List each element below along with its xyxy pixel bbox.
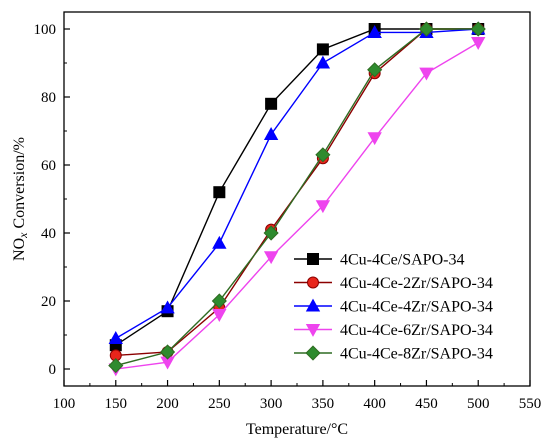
y-tick-label: 60 (41, 158, 56, 174)
data-point (263, 251, 279, 265)
legend-item: 4Cu-4Ce-4Zr/SAPO-34 (294, 299, 493, 316)
legend-label: 4Cu-4Ce-2Zr/SAPO-34 (340, 275, 493, 292)
legend-marker (307, 253, 319, 265)
x-tick-label: 500 (467, 396, 490, 412)
x-tick-label: 100 (53, 396, 76, 412)
x-axis-title: Temperature/°C (246, 421, 348, 438)
y-axis: 0 20 40 60 80 100 (34, 22, 70, 378)
x-tick-label: 300 (260, 396, 283, 412)
y-axis-title-part: NO (11, 238, 28, 261)
data-point (108, 358, 124, 374)
data-point (367, 25, 382, 38)
y-tick-label: 0 (49, 362, 57, 378)
legend-marker (305, 298, 321, 312)
data-point (419, 67, 434, 81)
data-point (418, 21, 435, 37)
y-tick-label: 80 (41, 90, 56, 106)
x-tick-label: 200 (156, 396, 179, 412)
legend-item: 4Cu-4Ce-8Zr/SAPO-34 (294, 345, 493, 363)
series-line (115, 41, 479, 370)
data-point (160, 300, 175, 314)
data-point (265, 97, 278, 110)
y-tick-label: 40 (41, 226, 56, 242)
data-point (159, 344, 176, 360)
data-point (211, 293, 227, 309)
legend-marker (307, 276, 319, 289)
data-point (108, 331, 123, 344)
data-point (315, 55, 331, 69)
data-point (213, 186, 226, 199)
legend-item: 4Cu-4Ce-2Zr/SAPO-34 (294, 275, 493, 292)
series-line (115, 28, 479, 367)
series-5 (108, 21, 486, 374)
data-point (212, 235, 227, 249)
data-point (316, 43, 329, 56)
series-layer (108, 21, 486, 377)
data-point (263, 127, 279, 140)
x-tick-label: 250 (208, 396, 231, 412)
y-tick-label: 20 (41, 294, 56, 310)
legend-label: 4Cu-4Ce-8Zr/SAPO-34 (340, 346, 493, 363)
data-point (315, 200, 331, 214)
data-point (367, 62, 383, 78)
x-tick-label: 450 (415, 396, 438, 412)
legend-label: 4Cu-4Ce/SAPO-34 (340, 252, 464, 269)
series-line (115, 28, 479, 340)
data-point (315, 147, 331, 163)
y-axis-title-subscript: x (16, 232, 30, 239)
x-tick-label: 550 (519, 396, 542, 412)
legend-label: 4Cu-4Ce-4Zr/SAPO-34 (340, 299, 493, 316)
legend-marker (305, 323, 321, 337)
legend-item: 4Cu-4Ce-6Zr/SAPO-34 (294, 322, 493, 339)
data-point (212, 309, 227, 322)
data-point (471, 37, 486, 50)
x-tick-label: 150 (105, 396, 128, 412)
legend: 4Cu-4Ce/SAPO-34 4Cu-4Ce-2Zr/SAPO-34 4Cu-4C… (294, 252, 493, 363)
data-point (470, 21, 486, 37)
series-line (115, 28, 479, 346)
legend-label: 4Cu-4Ce-6Zr/SAPO-34 (340, 322, 493, 339)
legend-marker (305, 345, 321, 361)
x-tick-label: 350 (312, 396, 335, 412)
x-axis: 100 150 200 250 300 350 400 450 500 550 (53, 380, 542, 412)
y-axis-title-part: Conversion/% (11, 137, 28, 233)
x-tick-label: 400 (363, 396, 386, 412)
data-point (263, 225, 279, 241)
y-tick-label: 100 (34, 22, 57, 38)
legend-item: 4Cu-4Ce/SAPO-34 (294, 252, 464, 269)
data-point (367, 132, 382, 146)
y-axis-title: NOx Conversion/% (11, 137, 30, 261)
